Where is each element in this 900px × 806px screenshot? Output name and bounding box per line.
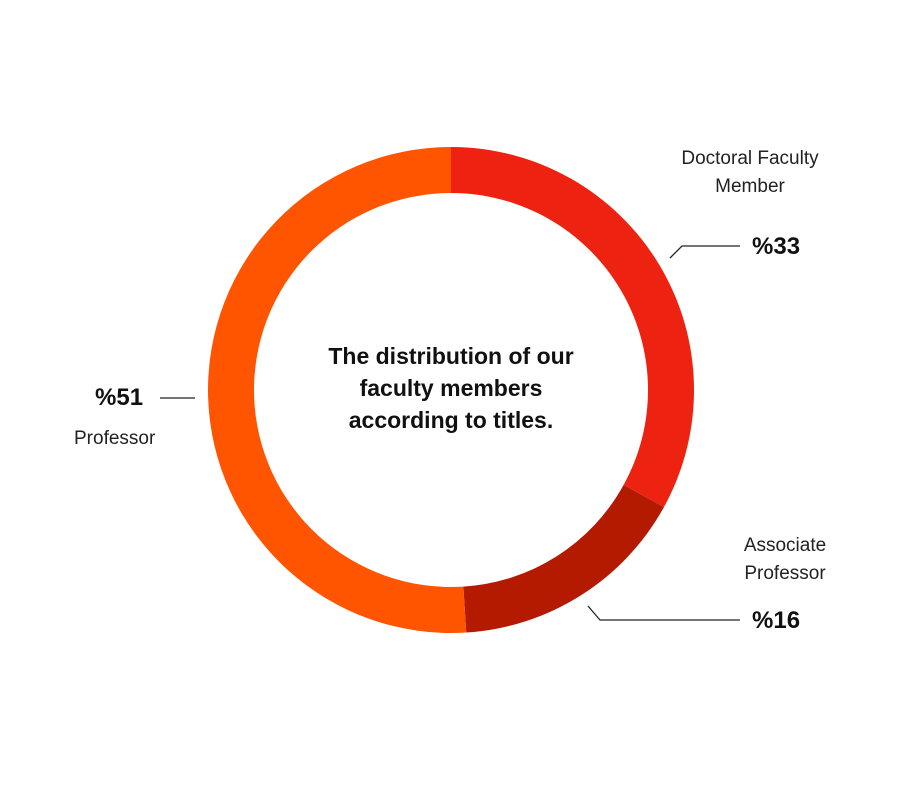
value-label: %16	[752, 607, 801, 634]
chart-title: The distribution of our faculty members …	[328, 343, 574, 433]
category-label: Doctoral Faculty Member	[681, 148, 819, 197]
ring	[207, 147, 694, 633]
value-label: %33	[752, 233, 801, 260]
leader-line	[587, 605, 740, 621]
category-label: Professor	[74, 428, 156, 449]
category-label: Associate Professor	[743, 535, 827, 584]
leader-line	[669, 245, 740, 259]
donut-segment	[207, 147, 467, 633]
donut-segment	[451, 147, 694, 508]
value-label: %51	[95, 384, 144, 411]
donut-segment	[463, 484, 664, 633]
